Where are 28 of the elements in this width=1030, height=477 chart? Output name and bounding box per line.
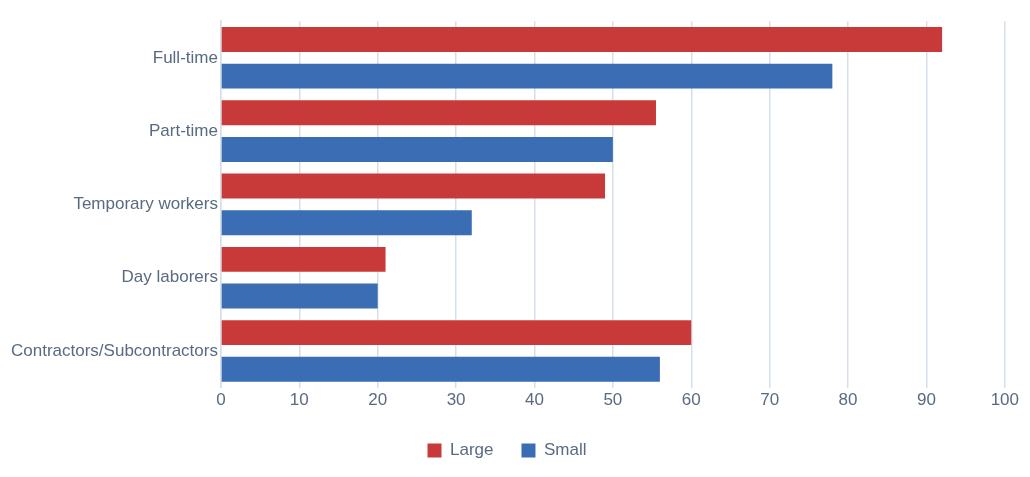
y-tick-label: Day laborers [121, 267, 218, 287]
legend-label: Small [543, 440, 587, 460]
bar [221, 63, 833, 89]
x-tick-label: 50 [603, 390, 623, 410]
x-tick-label: 100 [990, 390, 1020, 410]
bar [221, 136, 613, 162]
bar [221, 356, 660, 382]
bar [221, 283, 378, 309]
bar [221, 173, 606, 199]
y-tick-label: Full-time [152, 47, 218, 67]
y-tick-label: Contractors/Subcontractors [11, 340, 218, 360]
bar [221, 27, 943, 52]
x-tick-label: 80 [838, 390, 858, 410]
x-tick-label: 0 [216, 390, 226, 410]
x-tick-label: 40 [525, 390, 544, 410]
bar [221, 246, 386, 272]
x-tick-label: 70 [760, 390, 780, 410]
x-tick-label: 30 [446, 390, 466, 410]
y-tick-label: Temporary workers [73, 194, 218, 214]
x-tick-label: 90 [916, 390, 936, 410]
x-tick-label: 10 [289, 390, 309, 410]
x-tick-label: 20 [368, 390, 388, 410]
bar [221, 210, 472, 236]
legend-label: Large [450, 440, 494, 460]
x-tick-label: 60 [681, 390, 701, 410]
y-tick-label: Part-time [148, 120, 218, 140]
bar [221, 100, 656, 126]
bar [221, 320, 692, 346]
